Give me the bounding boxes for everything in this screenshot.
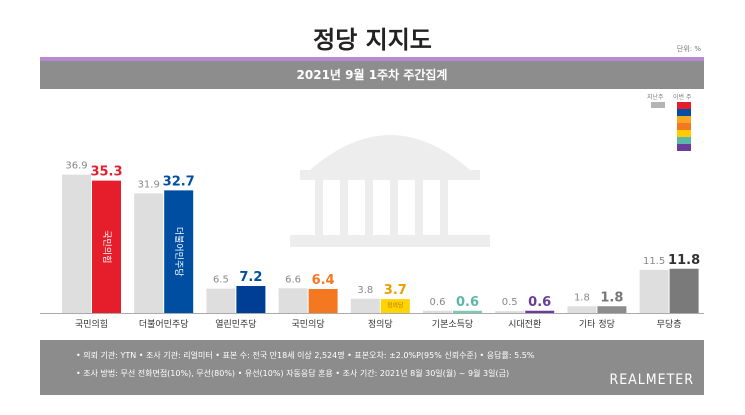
bar-party-text-0: 국민의힘 <box>101 230 112 263</box>
bar-current-0 <box>92 180 121 313</box>
value-label-prev-2: 6.5 <box>213 275 229 286</box>
value-label-current-8: 11.8 <box>668 253 700 268</box>
value-label-prev-0: 36.9 <box>65 161 87 172</box>
value-label-prev-3: 6.6 <box>285 274 301 285</box>
legend-prev-label: 지난주 <box>647 94 664 101</box>
bar-current-1 <box>164 190 194 313</box>
category-label-3: 국민의당 <box>292 319 325 330</box>
category-label-0: 국민의힘 <box>75 319 108 330</box>
unit-label: 단위: % <box>676 45 701 53</box>
value-label-current-1: 32.7 <box>163 174 195 189</box>
value-label-current-4: 3.7 <box>384 283 407 298</box>
legend-cur-label: 이번 주 <box>673 94 692 101</box>
category-label-6: 시대전환 <box>508 318 541 330</box>
value-label-current-6: 0.6 <box>528 295 551 310</box>
bar-prev-4 <box>350 298 380 313</box>
realmeter-logo: REALMETER <box>609 372 694 388</box>
legend-swatch-5 <box>677 137 691 144</box>
bar-prev-5 <box>423 310 452 313</box>
footer-line-1: • 의뢰 기관: YTN • 조사 기관: 리얼미터 • 표본 수: 전국 만1… <box>76 351 535 360</box>
bar-prev-7 <box>567 306 597 313</box>
bar-prev-3 <box>278 288 308 313</box>
bar-current-2 <box>236 286 266 313</box>
value-label-prev-5: 0.6 <box>430 297 446 308</box>
bar-party-text-1: 더불어민주당 <box>173 227 184 277</box>
bar-current-7 <box>597 306 627 313</box>
legend: 지난주 이번 주 <box>635 92 705 162</box>
legend-swatch-6 <box>677 144 691 151</box>
survey-footer: • 의뢰 기관: YTN • 조사 기관: 리얼미터 • 표본 수: 전국 만1… <box>40 340 704 395</box>
value-label-current-5: 0.6 <box>456 295 479 310</box>
bar-current-8 <box>669 268 699 313</box>
bar-current-4 <box>380 299 410 313</box>
category-label-4: 정의당 <box>368 319 393 330</box>
legend-swatch-3 <box>677 123 691 130</box>
bar-prev-1 <box>134 193 164 313</box>
value-label-current-0: 35.3 <box>90 165 122 180</box>
legend-swatch-0 <box>677 102 691 109</box>
bar-current-3 <box>308 289 338 313</box>
category-label-7: 기타 정당 <box>579 319 615 330</box>
national-assembly-watermark <box>290 135 490 247</box>
value-label-prev-6: 0.5 <box>502 297 518 308</box>
legend-swatch-1 <box>677 109 691 116</box>
legend-prev-swatch <box>651 102 665 108</box>
footer-line-2: • 조사 방법: 무선 전화면접(10%), 무선(80%) • 유선(10%)… <box>76 369 510 378</box>
chart-baseline <box>40 313 704 314</box>
bar-current-6 <box>525 310 555 313</box>
value-label-prev-8: 11.5 <box>643 256 665 267</box>
category-label-8: 무당층 <box>657 319 682 330</box>
subtitle-bar: 2021년 9월 1주차 주간집계 <box>40 57 704 89</box>
bar-prev-0 <box>62 174 91 313</box>
value-label-current-7: 1.8 <box>600 290 623 305</box>
category-label-2: 열린민주당 <box>215 319 256 330</box>
value-label-current-2: 7.2 <box>239 270 262 285</box>
value-label-prev-7: 1.8 <box>574 292 590 303</box>
bar-prev-8 <box>639 269 669 313</box>
value-label-current-3: 6.4 <box>312 273 335 288</box>
value-label-prev-4: 3.8 <box>357 285 373 296</box>
bar-prev-2 <box>206 288 236 313</box>
category-label-5: 기본소득당 <box>432 319 473 330</box>
category-label-1: 더불어민주당 <box>139 319 189 330</box>
legend-swatch-4 <box>677 130 691 137</box>
bar-current-5 <box>453 310 482 313</box>
value-label-prev-1: 31.9 <box>138 179 160 190</box>
bar-party-text-4: 정의당 <box>387 302 404 310</box>
bar-prev-6 <box>495 311 525 313</box>
legend-cur-swatches <box>677 102 691 151</box>
legend-swatch-2 <box>677 116 691 123</box>
chart-title: 정당 지지도 <box>313 26 432 54</box>
